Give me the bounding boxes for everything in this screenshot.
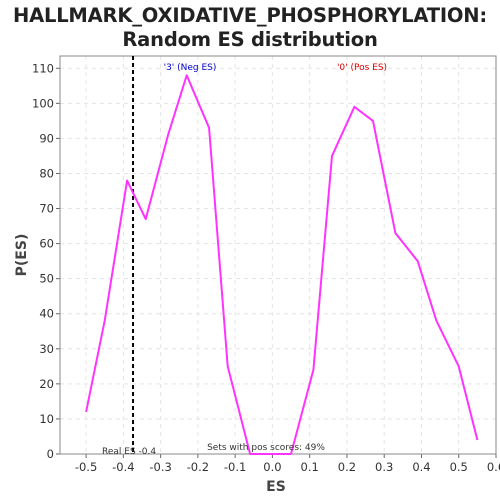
y-tick-label: 20: [39, 377, 54, 391]
y-tick-label: 70: [39, 202, 54, 216]
x-axis-label: ES: [266, 479, 286, 495]
x-tick-label: 0.5: [450, 460, 468, 474]
series-group: [85, 74, 479, 455]
real-es-label: Real ES -0.4: [102, 447, 156, 457]
x-tick-label: 0.2: [338, 460, 356, 474]
x-tick-label: -0.3: [149, 460, 171, 474]
y-tick-label: 10: [39, 412, 54, 426]
pos-scores-label: Sets with pos scores: 49%: [207, 443, 325, 453]
y-tick-label: 60: [39, 237, 54, 251]
y-axis-ticks: 0 10 20 30 40 50 60 70 80 90 100 110: [32, 61, 60, 461]
y-tick-label: 0: [47, 447, 54, 461]
y-tick-label: 100: [32, 96, 54, 110]
y-tick-label: 30: [39, 342, 54, 356]
x-tick-label: 0.0: [263, 460, 281, 474]
x-tick-label: -0.5: [75, 460, 97, 474]
x-tick-label: -0.2: [187, 460, 209, 474]
plot-background: [60, 56, 496, 454]
chart-title-line1: HALLMARK_OXIDATIVE_PHOSPHORYLATION:: [12, 4, 488, 27]
y-tick-label: 110: [32, 61, 54, 75]
y-tick-label: 80: [39, 166, 54, 180]
y-tick-label: 50: [39, 272, 54, 286]
pos-es-annotation: '0' (Pos ES): [337, 63, 387, 73]
x-axis-ticks: -0.5 -0.4 -0.3 -0.2 -0.1 0.0 0.1 0.2 0.3 0.4 0.5 0.…: [75, 454, 500, 474]
x-tick-label: 0.1: [301, 460, 319, 474]
chart-title-line2: Random ES distribution: [122, 28, 378, 51]
neg-es-annotation: '3' (Neg ES): [164, 63, 217, 73]
x-tick-label: 0.4: [412, 460, 430, 474]
x-tick-label: 0.3: [375, 460, 393, 474]
x-tick-label: 0.6: [487, 460, 500, 474]
y-axis-label: P(ES): [14, 234, 30, 277]
x-tick-label: -0.4: [112, 460, 134, 474]
series-line: [85, 74, 479, 455]
y-tick-label: 90: [39, 131, 54, 145]
y-tick-label: 40: [39, 307, 54, 321]
x-tick-label: -0.1: [224, 460, 246, 474]
